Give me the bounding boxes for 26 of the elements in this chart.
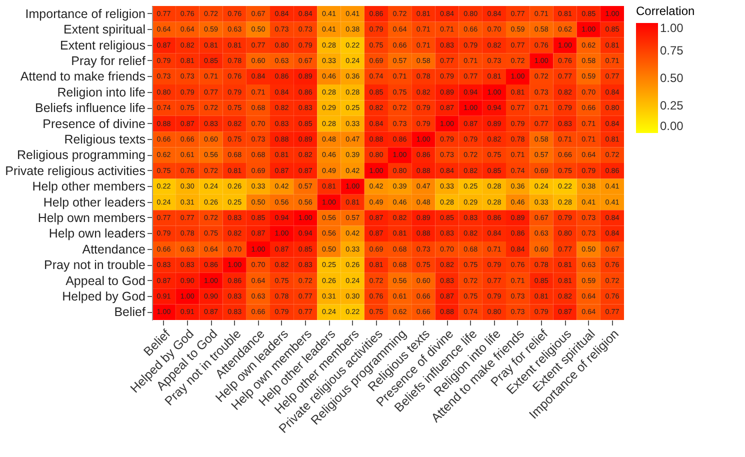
y-tick-label: Help own members [38,210,146,225]
y-tick-label: Religious programming [16,148,146,162]
y-tick-label: Helped by God [62,289,146,304]
y-tick-label: Presence of divine [42,116,146,131]
y-tick-label: Pray not in trouble [44,258,146,272]
y-tick-label: Belief [114,305,146,320]
color-bar-label: 0.50 [660,71,684,85]
color-bar-label: 0.00 [660,119,684,133]
color-bar-label: 0.75 [660,44,684,58]
y-tick-label: Appeal to God [66,274,146,288]
color-bar-label: 1.00 [660,21,684,35]
y-tick-label: Attend to make friends [20,70,146,84]
y-tick-label: Help own leaders [48,226,146,241]
y-tick-label: Attendance [82,242,146,256]
y-tick-label: Help other members [32,180,146,194]
color-bar-label: 0.25 [660,98,684,112]
y-tick-label: Religious texts [64,132,146,146]
legend-title: Correlation [636,4,695,18]
y-tick-label: Importance of religion [25,6,146,21]
y-tick-label: Extent religious [60,38,146,52]
y-tick-label: Extent spiritual [64,22,146,37]
y-tick-label: Pray for relief [71,54,146,68]
y-tick-label: Private religious activities [5,164,146,178]
y-tick-label: Religion into life [57,85,146,100]
y-tick-label: Help other leaders [43,195,146,210]
y-tick-label: Beliefs influence life [35,101,146,116]
